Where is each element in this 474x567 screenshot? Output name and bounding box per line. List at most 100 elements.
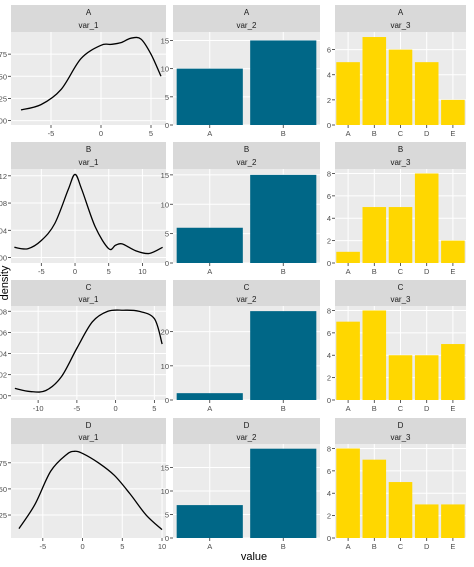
- facet-strip-row-label: D: [244, 421, 250, 430]
- y-tick-label: 15: [161, 171, 169, 180]
- facet-strip-row-label: B: [244, 145, 249, 154]
- y-tick-label: 0.08: [0, 199, 7, 208]
- panel-background: [11, 32, 166, 125]
- facet-strip-var: [173, 155, 320, 169]
- x-tick-label: 0: [114, 404, 118, 413]
- bar: [441, 99, 465, 125]
- y-tick-label: 0.04: [0, 226, 7, 235]
- x-tick-label: 5: [107, 267, 111, 276]
- y-tick-label: 10: [161, 65, 169, 74]
- y-tick-label: 0: [165, 121, 169, 130]
- facet-strip-var: [335, 18, 466, 32]
- x-tick-label: A: [346, 267, 351, 276]
- x-tick-label: D: [424, 129, 430, 138]
- facet-strip-row: [11, 142, 166, 155]
- x-tick-label: B: [372, 267, 377, 276]
- facet-strip-row: [335, 280, 466, 292]
- x-tick-label: -5: [38, 267, 45, 276]
- x-tick-label: 10: [158, 542, 166, 551]
- x-tick-label: A: [346, 542, 351, 551]
- y-tick-label: 0.08: [0, 307, 7, 316]
- y-tick-label: 0.00: [0, 254, 7, 263]
- facet-strip-row-label: A: [86, 8, 92, 17]
- bar: [250, 40, 317, 125]
- facet-strip-row: [11, 5, 166, 18]
- x-axis-title: value: [241, 551, 267, 563]
- y-tick-label: 0.00: [0, 392, 7, 401]
- x-tick-label: B: [281, 267, 286, 276]
- y-tick-label: 5: [165, 230, 169, 239]
- facet-strip-row: [173, 142, 320, 155]
- y-tick-label: 6: [327, 192, 331, 201]
- y-tick-label: 0: [165, 259, 169, 268]
- facet-strip-row: [173, 5, 320, 18]
- bar: [176, 393, 243, 400]
- bar: [414, 355, 439, 400]
- facet-strip-var: [11, 430, 166, 444]
- facet-strip-var: [11, 18, 166, 32]
- y-tick-label: 2: [327, 512, 331, 521]
- facet-strip-row-label: C: [244, 283, 250, 292]
- x-tick-label: -5: [48, 129, 55, 138]
- x-tick-label: E: [450, 542, 455, 551]
- x-tick-label: C: [398, 129, 404, 138]
- bar: [250, 174, 317, 263]
- y-tick-label: 0.06: [0, 328, 7, 337]
- y-tick-label: 0.075: [0, 459, 7, 468]
- x-tick-label: E: [450, 267, 455, 276]
- y-tick-label: 0.050: [0, 72, 7, 81]
- x-tick-label: -10: [33, 404, 44, 413]
- bar: [362, 310, 387, 400]
- facet-strip-row-label: B: [398, 145, 403, 154]
- facet-strip-var-label: var_1: [78, 433, 99, 442]
- facet-strip-var-label: var_2: [236, 295, 257, 304]
- facet-strip-var: [173, 430, 320, 444]
- y-tick-label: 0.050: [0, 485, 7, 494]
- facet-strip-var-label: var_2: [236, 158, 257, 167]
- x-tick-label: B: [281, 404, 286, 413]
- bar: [336, 62, 360, 125]
- facet-strip-row-label: A: [398, 8, 404, 17]
- x-tick-label: 5: [152, 404, 156, 413]
- bar: [388, 482, 413, 538]
- x-tick-label: A: [207, 404, 212, 413]
- y-tick-label: 6: [327, 467, 331, 476]
- y-tick-label: 15: [161, 464, 169, 473]
- facet-strip-row-label: D: [86, 421, 92, 430]
- y-tick-label: 20: [161, 328, 169, 337]
- facet-strip-row: [335, 142, 466, 155]
- facet-strip-row-label: C: [398, 283, 404, 292]
- facet-strip-row: [173, 280, 320, 292]
- density-line: [18, 450, 163, 531]
- x-tick-label: E: [450, 129, 455, 138]
- x-tick-label: 5: [149, 129, 153, 138]
- x-tick-label: D: [424, 267, 430, 276]
- y-tick-label: 4: [327, 489, 331, 498]
- bar: [388, 49, 413, 126]
- facet-strip-var-label: var_3: [390, 433, 411, 442]
- y-tick-label: 0.025: [0, 94, 7, 103]
- x-tick-label: -5: [74, 404, 81, 413]
- facet-strip-var: [335, 292, 466, 306]
- x-tick-label: 0: [73, 267, 77, 276]
- x-tick-label: -5: [39, 542, 46, 551]
- y-tick-label: 6: [327, 329, 331, 338]
- bar: [250, 448, 317, 538]
- facet-strip-var-label: var_3: [390, 158, 411, 167]
- bar: [176, 505, 243, 538]
- y-tick-label: 6: [327, 46, 331, 55]
- y-axis-title: density: [0, 265, 11, 300]
- facet-strip-row-label: B: [86, 145, 91, 154]
- x-tick-label: C: [398, 267, 404, 276]
- bar: [414, 504, 439, 538]
- x-tick-label: 10: [138, 267, 146, 276]
